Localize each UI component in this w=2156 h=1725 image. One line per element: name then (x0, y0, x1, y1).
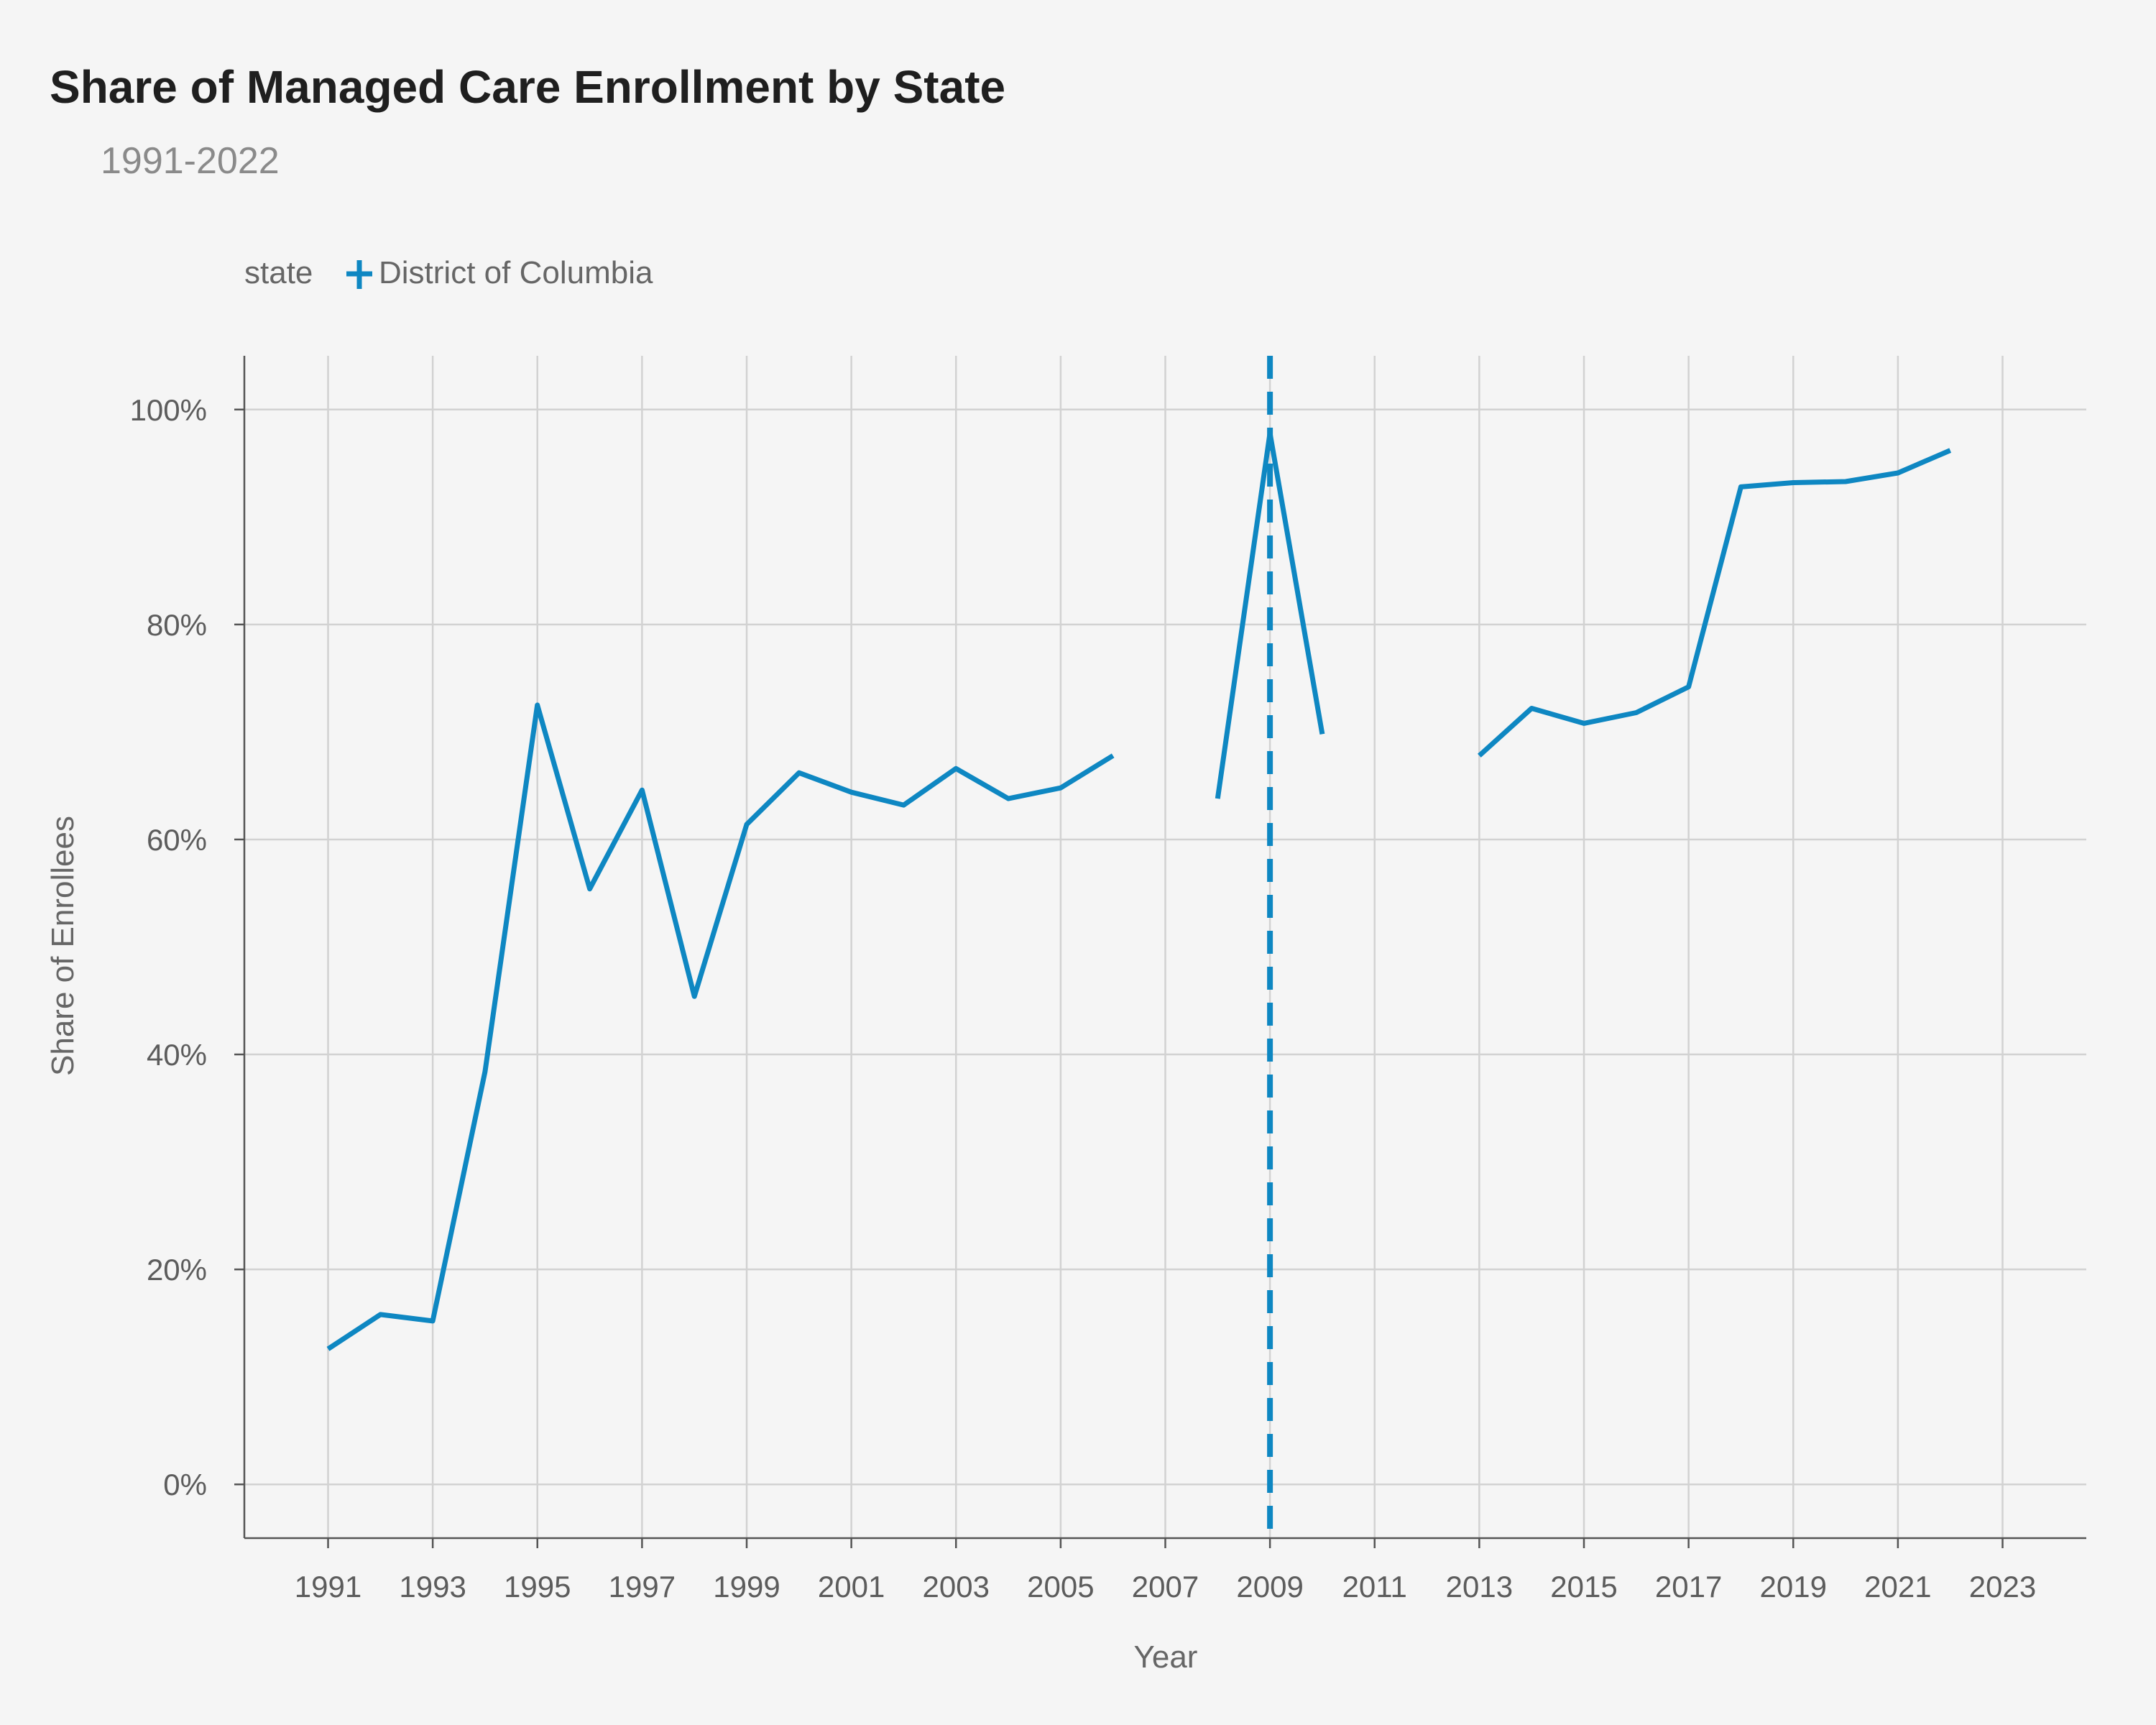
x-tick-label: 2023 (1969, 1570, 2036, 1604)
tick-labels: 1991 1993 1995 1997 1999 2001 2003 2005 2007 2009… (130, 393, 2037, 1604)
y-tick-label: 20% (147, 1253, 207, 1287)
x-axis-title: Year (1134, 1639, 1198, 1675)
y-tick-label: 0% (163, 1468, 207, 1501)
legend-label-district-of-columbia: District of Columbia (379, 255, 653, 290)
x-tick-label: 2009 (1236, 1570, 1303, 1604)
series-lines (326, 431, 1952, 1351)
x-tick-label: 2015 (1550, 1570, 1617, 1604)
x-tick-label: 2011 (1342, 1570, 1407, 1604)
series-line-district-of-columbia (1478, 448, 1952, 758)
x-tick-label: 2005 (1027, 1570, 1094, 1604)
axes (234, 356, 2086, 1548)
y-tick-label: 100% (130, 393, 207, 427)
y-tick-label: 60% (147, 823, 207, 857)
x-tick-label: 2019 (1760, 1570, 1827, 1604)
x-tick-label: 2013 (1446, 1570, 1513, 1604)
legend: state District of Columbia (244, 255, 653, 290)
y-tick-label: 80% (147, 608, 207, 642)
series-line-district-of-columbia (1215, 431, 1325, 799)
gridlines (244, 356, 2086, 1538)
x-tick-label: 1995 (504, 1570, 571, 1604)
chart-subtitle: 1991-2022 (101, 140, 280, 182)
chart-title: Share of Managed Care Enrollment by Stat… (50, 61, 1006, 113)
legend-title: state (244, 255, 313, 290)
x-tick-label: 1997 (609, 1570, 676, 1604)
x-tick-label: 1993 (399, 1570, 466, 1604)
x-tick-label: 2007 (1132, 1570, 1199, 1604)
y-tick-label: 40% (147, 1038, 207, 1072)
y-axis-title: Share of Enrollees (45, 816, 80, 1076)
x-tick-label: 2017 (1655, 1570, 1722, 1604)
x-tick-label: 1999 (713, 1570, 780, 1604)
series-line-district-of-columbia (326, 702, 1115, 1351)
x-tick-label: 2001 (818, 1570, 885, 1604)
x-tick-label: 2021 (1864, 1570, 1931, 1604)
x-tick-label: 1991 (295, 1570, 361, 1604)
x-tick-label: 2003 (923, 1570, 990, 1604)
